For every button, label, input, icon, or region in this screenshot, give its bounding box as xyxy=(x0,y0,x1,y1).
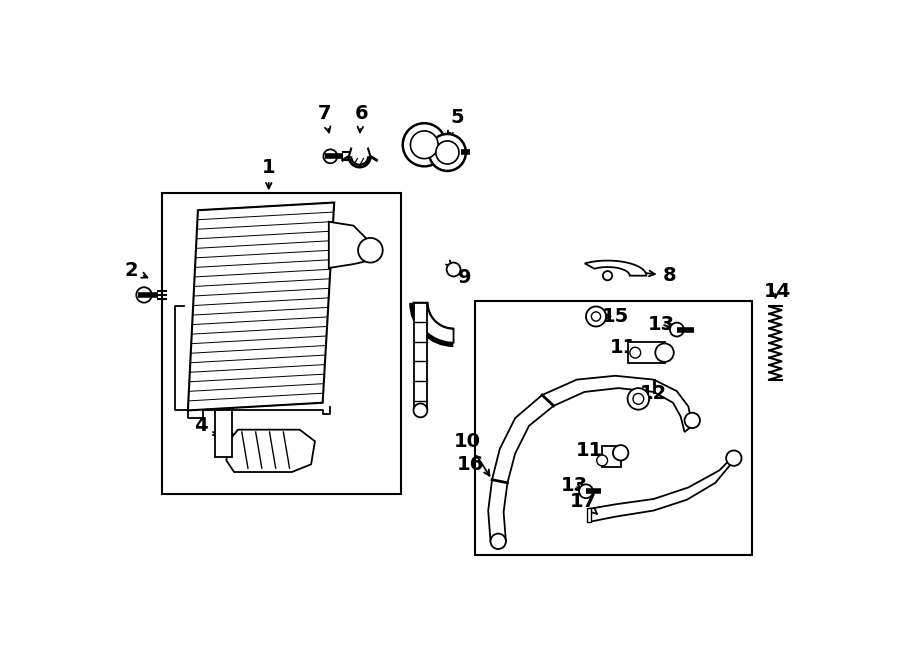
Text: 15: 15 xyxy=(601,307,629,326)
Circle shape xyxy=(655,344,674,362)
Circle shape xyxy=(685,412,700,428)
Bar xyxy=(602,446,621,467)
Text: 9: 9 xyxy=(446,260,472,288)
Circle shape xyxy=(491,533,506,549)
Circle shape xyxy=(630,347,641,358)
Circle shape xyxy=(446,262,461,276)
Circle shape xyxy=(136,288,152,303)
Polygon shape xyxy=(488,375,692,541)
Circle shape xyxy=(586,307,606,327)
Bar xyxy=(215,410,232,457)
Bar xyxy=(475,301,752,555)
Circle shape xyxy=(358,238,382,262)
Bar xyxy=(163,193,401,494)
Circle shape xyxy=(323,149,338,163)
Bar xyxy=(413,303,428,410)
Circle shape xyxy=(726,450,742,466)
Polygon shape xyxy=(188,202,334,410)
Text: 7: 7 xyxy=(318,104,331,132)
Text: 1: 1 xyxy=(262,159,275,188)
Text: 6: 6 xyxy=(355,104,368,132)
Polygon shape xyxy=(589,453,737,522)
Text: 17: 17 xyxy=(570,492,597,514)
Circle shape xyxy=(597,455,608,466)
Text: 10: 10 xyxy=(454,432,490,476)
Text: 12: 12 xyxy=(640,384,668,403)
Circle shape xyxy=(410,131,438,159)
Circle shape xyxy=(402,123,446,167)
Polygon shape xyxy=(227,430,315,472)
Text: 11: 11 xyxy=(575,441,616,460)
Text: 13: 13 xyxy=(648,315,675,334)
Text: 3: 3 xyxy=(222,430,253,451)
Circle shape xyxy=(413,403,428,417)
Circle shape xyxy=(633,393,643,405)
Circle shape xyxy=(429,134,466,171)
Text: 14: 14 xyxy=(763,282,790,301)
Circle shape xyxy=(579,485,593,498)
Polygon shape xyxy=(585,260,646,276)
Text: 4: 4 xyxy=(194,416,219,436)
Bar xyxy=(627,342,664,364)
Polygon shape xyxy=(328,222,371,268)
Circle shape xyxy=(591,312,600,321)
Circle shape xyxy=(613,445,628,461)
Polygon shape xyxy=(413,303,454,342)
Text: 16: 16 xyxy=(457,455,484,474)
Text: 13: 13 xyxy=(561,477,588,495)
Circle shape xyxy=(436,141,459,164)
Text: 5: 5 xyxy=(448,108,464,137)
Circle shape xyxy=(670,323,684,336)
Text: 11: 11 xyxy=(609,338,643,357)
Text: 8: 8 xyxy=(637,266,676,285)
Circle shape xyxy=(627,388,649,410)
Text: 2: 2 xyxy=(125,261,148,280)
Circle shape xyxy=(603,271,612,280)
Bar xyxy=(587,508,591,522)
